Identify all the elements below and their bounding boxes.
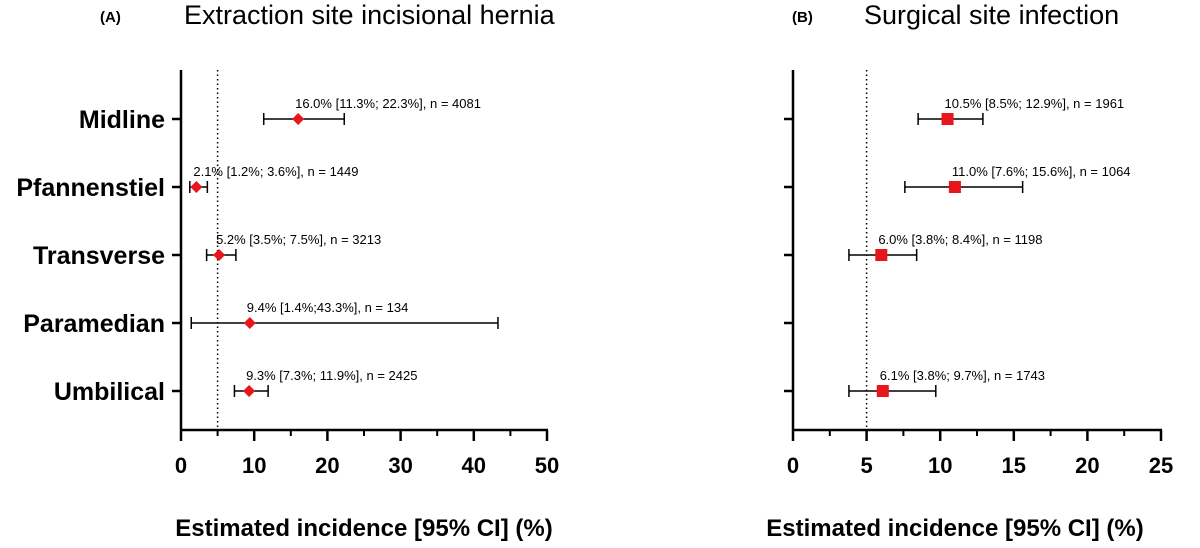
panel-b-x-axis-title: Estimated incidence [95% CI] (%) <box>766 515 1143 542</box>
panel-a-estimate-label-pfannenstiel: 2.1% [1.2%; 3.6%], n = 1449 <box>193 164 358 179</box>
panel-b-surgical-site-infection: (B) Surgical site infection 0 5 10 15 20 25 10… <box>766 0 1173 542</box>
panel-b-plot-area: 0 5 10 15 20 25 10.5% [8.5%; 12.9%], n = 1961 1… <box>784 70 1173 478</box>
panel-a-estimate-label-paramedian: 9.4% [1.4%;43.3%], n = 134 <box>247 300 409 315</box>
panel-a-category-label-pfannenstiel: Pfannenstiel <box>16 174 165 202</box>
panel-b-estimate-label-umbilical: 6.1% [3.8%; 9.7%], n = 1743 <box>880 368 1045 383</box>
panel-a-extraction-site-incisional-hernia: (A) Extraction site incisional hernia Mi… <box>16 0 559 542</box>
panel-b-x-tick-label-10: 10 <box>928 453 952 478</box>
panel-a-category-label-paramedian: Paramedian <box>23 310 165 338</box>
panel-b-estimate-marker-midline <box>941 113 954 125</box>
panel-a-x-tick-label-10: 10 <box>242 453 266 478</box>
panel-b-estimate-marker-pfannenstiel <box>948 181 961 193</box>
panel-b-estimate-label-midline: 10.5% [8.5%; 12.9%], n = 1961 <box>945 96 1125 111</box>
panel-a-x-tick-label-50: 50 <box>535 453 559 478</box>
panel-b-letter: (B) <box>792 9 813 26</box>
panel-a-x-tick-label-0: 0 <box>175 453 187 478</box>
panel-b-x-tick-label-25: 25 <box>1149 453 1173 478</box>
panel-a-title: Extraction site incisional hernia <box>184 0 556 30</box>
panel-a-category-label-midline: Midline <box>79 106 165 134</box>
panel-b-estimate-marker-transverse <box>875 249 888 261</box>
panel-a-x-axis-title: Estimated incidence [95% CI] (%) <box>175 515 552 542</box>
panel-b-x-tick-label-20: 20 <box>1075 453 1099 478</box>
panel-a-estimate-marker-transverse <box>213 249 226 261</box>
panel-a-x-tick-label-40: 40 <box>462 453 486 478</box>
panel-a-estimate-label-umbilical: 9.3% [7.3%; 11.9%], n = 2425 <box>246 368 417 383</box>
panel-a-estimate-label-midline: 16.0% [11.3%; 22.3%], n = 4081 <box>295 96 481 111</box>
panel-a-category-label-transverse: Transverse <box>33 242 165 270</box>
panel-a-plot-area: Midline Pfannenstiel Transverse Paramedian U… <box>16 70 559 478</box>
panel-a-estimate-marker-pfannenstiel <box>190 181 203 193</box>
panel-b-estimate-label-pfannenstiel: 11.0% [7.6%; 15.6%], n = 1064 <box>952 164 1131 179</box>
panel-b-x-tick-label-0: 0 <box>787 453 799 478</box>
panel-a-estimate-marker-paramedian <box>243 317 256 329</box>
panel-b-x-tick-label-5: 5 <box>860 453 872 478</box>
panel-b-x-tick-label-15: 15 <box>1002 453 1026 478</box>
panel-b-estimate-label-transverse: 6.0% [3.8%; 8.4%], n = 1198 <box>878 232 1042 247</box>
panel-a-category-label-umbilical: Umbilical <box>54 378 165 406</box>
panel-a-estimate-label-transverse: 5.2% [3.5%; 7.5%], n = 3213 <box>216 232 381 247</box>
panel-a-x-tick-label-20: 20 <box>315 453 339 478</box>
panel-a-estimate-marker-umbilical <box>243 385 256 397</box>
panel-a-estimate-marker-midline <box>292 113 305 125</box>
panel-b-title: Surgical site infection <box>864 0 1119 30</box>
panel-a-x-tick-label-30: 30 <box>388 453 412 478</box>
panel-b-estimate-marker-umbilical <box>876 385 889 397</box>
panel-a-letter: (A) <box>100 9 121 26</box>
